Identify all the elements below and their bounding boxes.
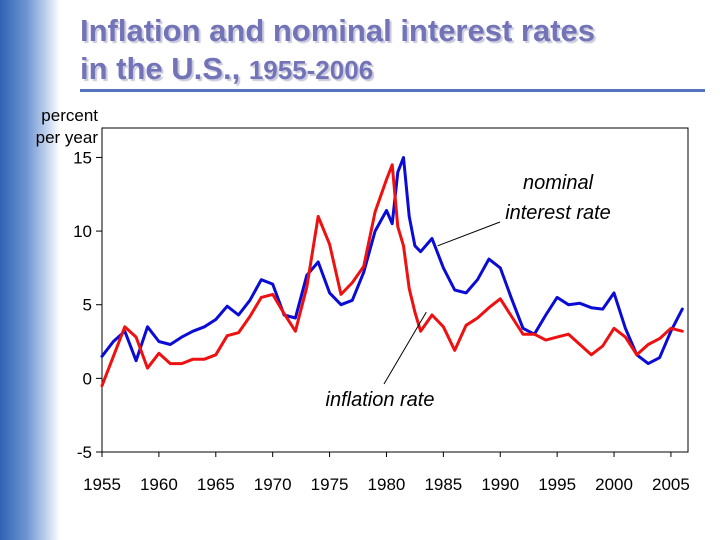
nominal-interest-rate-line	[100, 156, 684, 366]
nominal-annotation-leader	[437, 221, 501, 247]
inflation-rate-line	[100, 163, 684, 388]
y-tick-label: 15	[73, 148, 92, 167]
x-tick-label: 1985	[424, 475, 462, 494]
x-axis: 1955 1960 1965 1970 1975 1980 1985 1990 1995 2000…	[83, 452, 690, 494]
x-tick-label: 1995	[538, 475, 576, 494]
y-axis-label-line-1: percent	[41, 106, 98, 125]
x-tick-label: 1970	[254, 475, 292, 494]
annotations: nominal interest rate inflation rate	[326, 172, 611, 411]
y-axis-label-line-2: per year	[36, 128, 99, 147]
title-underline	[80, 89, 705, 92]
x-tick-label: 1975	[311, 475, 349, 494]
title-years: 1955-2006	[248, 55, 374, 85]
y-tick-label: -5	[77, 443, 92, 462]
title-location: in the U.S.,	[80, 51, 241, 86]
title-line-1: Inflation and nominal interest rates	[80, 13, 596, 48]
y-axis-label: percent per year	[36, 106, 99, 147]
page-title: Inflation and nominal interest rates in …	[80, 12, 595, 89]
y-tick-label: 5	[83, 296, 92, 315]
x-tick-label: 1960	[140, 475, 178, 494]
x-tick-label: 2000	[595, 475, 633, 494]
x-tick-label: 1980	[368, 475, 406, 494]
y-axis: -5 0 5 10 15	[73, 148, 102, 462]
title-line-2: in the U.S., 1955-2006	[80, 50, 595, 89]
x-tick-label: 1965	[197, 475, 235, 494]
series-layer	[100, 156, 684, 388]
y-tick-label: 0	[83, 369, 92, 388]
y-tick-label: 10	[73, 222, 92, 241]
x-tick-label: 1955	[83, 475, 121, 494]
side-gradient-band	[0, 0, 60, 540]
inflation-annotation-leader	[383, 311, 427, 385]
x-tick-label: 2005	[652, 475, 690, 494]
x-tick-label: 1990	[481, 475, 519, 494]
nominal-annotation-line-1: nominal	[523, 172, 594, 194]
nominal-annotation-line-2: interest rate	[505, 202, 611, 224]
inflation-annotation-label: inflation rate	[326, 389, 435, 411]
